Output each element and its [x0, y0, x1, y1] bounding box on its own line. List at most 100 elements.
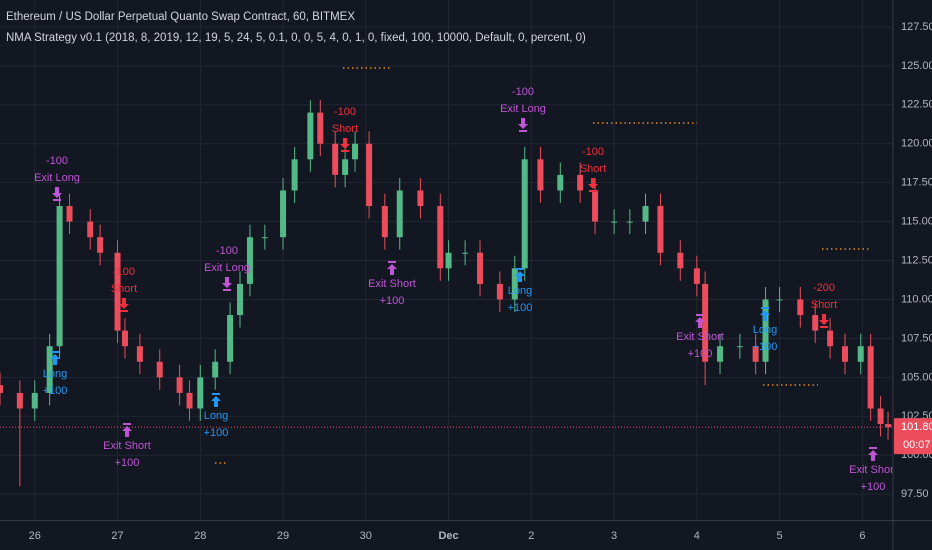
candle-body: [592, 190, 599, 222]
candle-body: [136, 346, 143, 362]
candle-body: [366, 143, 373, 207]
signal-label: +100: [115, 457, 140, 469]
candle-body: [642, 206, 649, 222]
candles: [0, 100, 892, 487]
strategy-title: NMA Strategy v0.1 (2018, 8, 2019, 12, 19…: [6, 32, 586, 44]
signal-label: -100: [113, 266, 135, 278]
candle-body: [877, 408, 884, 425]
y-tick-label: 120.00: [901, 138, 932, 150]
x-tick-label: 30: [360, 530, 372, 542]
candle-body: [841, 346, 848, 362]
signal-label: Long: [43, 368, 67, 380]
signal-label: Exit Short: [368, 278, 416, 290]
signal-label: +100: [508, 302, 533, 314]
signal-label: Short: [111, 283, 137, 295]
candle-body: [477, 252, 484, 284]
signal-arrow: [122, 426, 132, 437]
candle-body: [577, 174, 584, 191]
y-tick-label: 105.00: [901, 371, 932, 383]
candle-body: [237, 283, 244, 316]
candle-body: [31, 392, 38, 409]
candle-body: [717, 346, 724, 362]
candle-body: [46, 346, 53, 393]
signal-label: +100: [43, 385, 68, 397]
candle-body: [280, 190, 287, 238]
candle-body: [762, 299, 769, 362]
y-tick-label: 110.00: [901, 293, 932, 305]
signal-label: -100: [582, 146, 604, 158]
signals: -100 Exit Long Long +100 -100 Short Exit Short…: [34, 86, 897, 493]
candle-body: [121, 330, 128, 347]
time-axis: [0, 520, 932, 550]
x-tick-label: 6: [859, 530, 865, 542]
candle-body: [212, 361, 219, 378]
candle-body: [342, 159, 349, 175]
candle-body: [417, 190, 424, 207]
candle-body: [611, 221, 618, 223]
candle-body: [462, 252, 469, 254]
candle-body: [176, 377, 183, 393]
candle-body: [156, 361, 163, 378]
signal-arrow: [387, 264, 397, 275]
candle-body: [0, 385, 3, 393]
candle-body: [66, 206, 73, 222]
signal-arrow: [119, 298, 129, 309]
candle-body: [332, 143, 339, 175]
signal-label: Exit Short: [103, 440, 151, 452]
grid: [0, 0, 893, 520]
price-axis: [893, 0, 932, 550]
stop-levels: [215, 67, 870, 464]
signal-arrow: [211, 396, 221, 407]
signal-arrow: [518, 118, 528, 129]
signal-label: Short: [580, 163, 606, 175]
candle-body: [16, 392, 23, 409]
candle-body: [291, 159, 298, 191]
candle-body: [396, 190, 403, 238]
x-tick-label: 3: [611, 530, 617, 542]
candle-body: [812, 315, 819, 331]
signal-label: Long: [508, 285, 532, 297]
candle-body: [261, 237, 268, 239]
candle-body: [857, 346, 864, 362]
x-tick-label: 5: [777, 530, 783, 542]
candle-body: [521, 159, 528, 269]
x-tick-label: 4: [694, 530, 700, 542]
candle-body: [797, 299, 804, 316]
signal-arrow: [868, 450, 878, 461]
x-tick-label: 29: [277, 530, 289, 542]
signal-label: +100: [861, 481, 886, 493]
candle-body: [246, 237, 253, 284]
signal-label: +100: [380, 295, 405, 307]
y-tick-label: 112.50: [901, 254, 932, 266]
candle-body: [437, 206, 444, 269]
candle-body: [867, 346, 874, 409]
signal-label: Exit Long: [204, 262, 250, 274]
signal-label: -100: [46, 155, 68, 167]
y-tick-label: 97.50: [901, 488, 929, 500]
signal-label: Exit Long: [500, 103, 546, 115]
y-tick-label: 125.00: [901, 60, 932, 72]
candle-body: [736, 346, 743, 348]
candle-body: [657, 206, 664, 253]
signal-label: +100: [204, 427, 229, 439]
candle-body: [307, 112, 314, 160]
signal-arrow: [340, 138, 350, 149]
candle-body: [227, 315, 234, 362]
candle-body: [885, 424, 892, 428]
y-tick-label: 122.50: [901, 99, 932, 111]
signal-label: Exit Short: [676, 331, 724, 343]
candle-body: [626, 221, 633, 223]
candle-body: [557, 174, 564, 191]
candle-body: [317, 112, 324, 144]
signal-label: -100: [216, 245, 238, 257]
countdown: 00:07: [903, 439, 931, 451]
candle-body: [56, 206, 63, 347]
candle-body: [752, 346, 759, 362]
candle-body: [827, 330, 834, 347]
y-tick-label: 127.50: [901, 21, 932, 33]
candle-body: [511, 268, 518, 300]
x-tick-label: Dec: [438, 530, 458, 542]
x-tick-label: 2: [528, 530, 534, 542]
